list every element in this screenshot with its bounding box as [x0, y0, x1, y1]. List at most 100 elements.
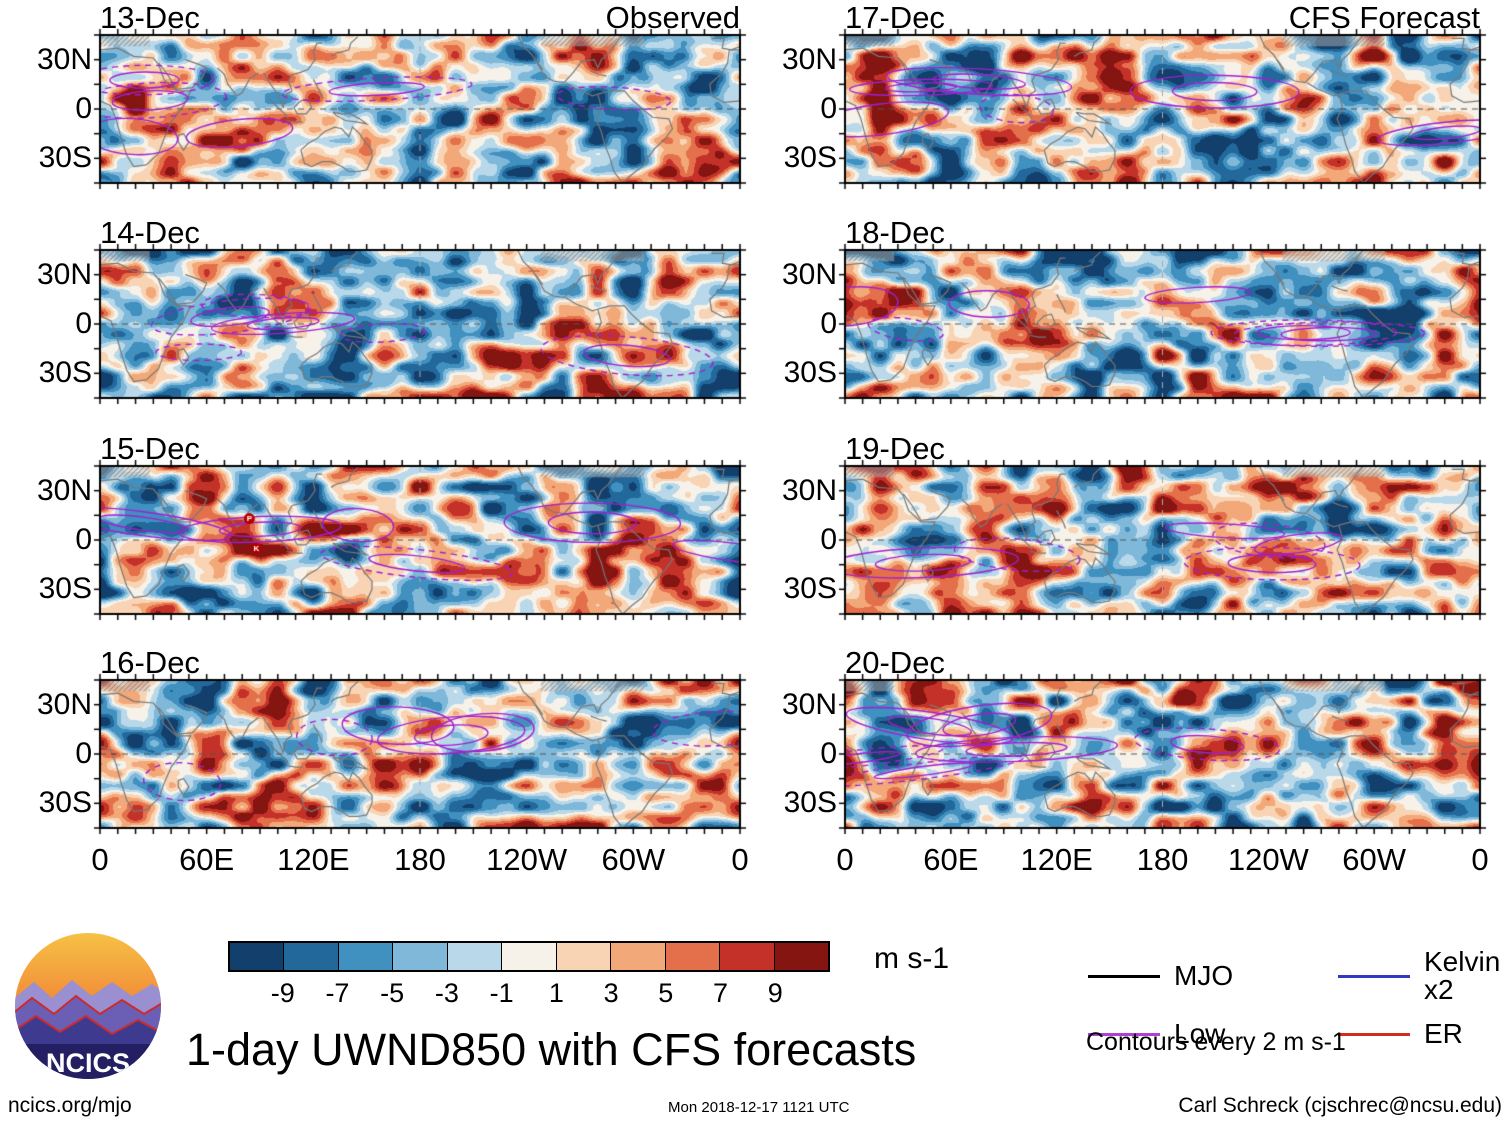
colorbar-cell: [230, 943, 284, 970]
x-axis-label: 120E: [277, 842, 350, 877]
legend-item-er: ER: [1338, 1020, 1500, 1048]
x-axis-label: 120W: [1227, 842, 1309, 877]
contour-interval-note: Contours every 2 m s-1: [1086, 1028, 1346, 1056]
colorbar-cell: [773, 943, 828, 970]
panel-header: 18-Dec: [845, 214, 1480, 248]
legend-line-sample: [1338, 1032, 1410, 1036]
colorbar-cell: [555, 943, 611, 970]
y-axis-label: 0: [820, 307, 837, 340]
y-axis-label: 0: [75, 307, 92, 340]
x-axis-label: 180: [394, 842, 446, 877]
panel-date-label: 18-Dec: [845, 215, 945, 250]
legend-item-label: Kelvin x2: [1424, 946, 1501, 1005]
panel-16-dec: 16-Dec 30N 0 30S: [37, 647, 747, 835]
y-axis-label: 30N: [781, 473, 837, 507]
legend-item-label: ER: [1424, 1018, 1463, 1049]
y-axis-label: 0: [75, 92, 92, 125]
logo-text: NCICS: [46, 1048, 130, 1078]
x-axis-label: 0: [91, 842, 109, 877]
y-axis-label: 30N: [781, 42, 837, 76]
panel-14-dec: 14-Dec 30N 0 30S: [37, 217, 747, 405]
map-canvas-18-dec: [838, 243, 1487, 405]
panel-header: 20-Dec: [845, 644, 1480, 678]
figure-title: 1-day UWND850 with CFS forecasts: [186, 1024, 917, 1075]
panel-13-dec: 13-Dec Observed 30N 0 30S: [37, 2, 747, 190]
map-canvas-16-dec: [93, 673, 747, 835]
panel-corner-label: Observed: [605, 0, 740, 35]
y-axis-label: 30N: [36, 257, 92, 291]
map-canvas-19-dec: [838, 459, 1487, 621]
y-axis-label: 30S: [783, 141, 837, 175]
contour-legend: MJO Kelvin x2 Low ER: [1088, 948, 1500, 1048]
map-canvas-14-dec: [93, 243, 747, 405]
y-axis-label: 30N: [36, 687, 92, 721]
ncics-logo: NCICS: [12, 930, 164, 1082]
colorbar-cell: [392, 943, 447, 970]
colorbar-cell: [719, 943, 774, 970]
panel-header: 13-Dec Observed: [100, 0, 740, 33]
map-canvas-17-dec: [838, 28, 1487, 190]
panel-date-label: 14-Dec: [100, 215, 200, 250]
footer-url: ncics.org/mjo: [8, 1094, 132, 1117]
footer-credit: Carl Schreck (cjschrec@ncsu.edu): [1178, 1094, 1502, 1117]
colorbar-cell: [501, 943, 556, 970]
colorbar: [228, 941, 830, 972]
y-axis-label: 30S: [783, 786, 837, 820]
legend-line-sample: [1338, 974, 1410, 978]
colorbar-tick-label: 5: [658, 978, 674, 1008]
panel-date-label: 15-Dec: [100, 431, 200, 466]
panel-17-dec: 17-Dec CFS Forecast 30N 0 30S: [782, 2, 1487, 190]
panel-15-dec: 15-Dec 30N 0 30S: [37, 433, 747, 621]
y-axis-label: 0: [820, 92, 837, 125]
map-canvas-20-dec: [838, 673, 1487, 835]
map-canvas-13-dec: [93, 28, 747, 190]
panel-date-label: 20-Dec: [845, 645, 945, 680]
legend-line-sample: [1088, 974, 1160, 978]
panel-date-label: 13-Dec: [100, 0, 200, 35]
panel-corner-label: CFS Forecast: [1288, 0, 1480, 35]
x-axis-label: 0: [836, 842, 854, 877]
x-axis-label: 0: [731, 842, 749, 877]
y-axis-label: 0: [820, 523, 837, 556]
y-axis-label: 30N: [781, 257, 837, 291]
colorbar-tick-label: -3: [434, 978, 459, 1008]
y-axis-label: 30S: [783, 356, 837, 390]
colorbar-tick-label: 3: [603, 978, 619, 1008]
panel-18-dec: 18-Dec 30N 0 30S: [782, 217, 1487, 405]
panel-date-label: 19-Dec: [845, 431, 945, 466]
colorbar-tick-label: -9: [270, 978, 295, 1008]
colorbar-cell: [664, 943, 720, 970]
y-axis-label: 30N: [36, 473, 92, 507]
colorbar-tick-label: -7: [325, 978, 350, 1008]
footer-timestamp: Mon 2018-12-17 1121 UTC: [668, 1099, 850, 1116]
y-axis-label: 0: [75, 737, 92, 770]
legend-item-label: MJO: [1174, 960, 1234, 991]
panel-header: 17-Dec CFS Forecast: [845, 0, 1480, 33]
x-axis-label: 60E: [923, 842, 979, 877]
colorbar-cell: [446, 943, 502, 970]
y-axis-label: 30S: [783, 572, 837, 606]
colorbar-cell: [337, 943, 393, 970]
y-axis-label: 0: [820, 737, 837, 770]
colorbar-tick-label: 7: [713, 978, 729, 1008]
x-axis-labels-left: 0 60E 120E 180 120W 60W 0: [91, 842, 748, 880]
legend-item-low: Low: [1088, 1020, 1338, 1048]
panel-header: 16-Dec: [100, 644, 740, 678]
panel-date-label: 16-Dec: [100, 645, 200, 680]
x-axis-label: 60E: [179, 842, 235, 877]
map-canvas-15-dec: [93, 459, 747, 621]
legend-line-sample: [1088, 1032, 1160, 1036]
colorbar-tick-label: 1: [548, 978, 564, 1008]
colorbar-tick-label: -5: [380, 978, 405, 1008]
y-axis-label: 30N: [36, 42, 92, 76]
x-axis-label: 180: [1136, 842, 1189, 877]
colorbar-tick-label: -1: [489, 978, 514, 1008]
panel-20-dec: 20-Dec 30N 0 30S: [782, 647, 1487, 835]
y-axis-label: 30N: [781, 687, 837, 721]
panel-header: 19-Dec: [845, 430, 1480, 464]
x-axis-label: 120W: [486, 842, 568, 877]
panel-date-label: 17-Dec: [845, 0, 945, 35]
x-axis-label: 0: [1471, 842, 1489, 877]
colorbar-tick-label: 9: [767, 978, 783, 1008]
